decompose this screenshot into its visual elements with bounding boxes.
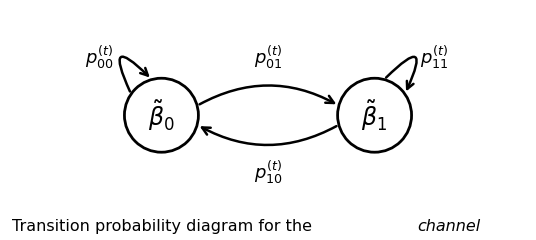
Text: channel: channel bbox=[417, 219, 480, 234]
FancyArrowPatch shape bbox=[199, 85, 334, 104]
Text: $p_{01}^{(t)}$: $p_{01}^{(t)}$ bbox=[254, 44, 282, 71]
Text: $p_{11}^{(t)}$: $p_{11}^{(t)}$ bbox=[420, 44, 449, 71]
FancyArrowPatch shape bbox=[202, 126, 337, 145]
FancyArrowPatch shape bbox=[386, 57, 416, 89]
Text: $\tilde{\beta}_0$: $\tilde{\beta}_0$ bbox=[148, 98, 175, 133]
FancyArrowPatch shape bbox=[120, 57, 148, 91]
Text: $p_{00}^{(t)}$: $p_{00}^{(t)}$ bbox=[85, 44, 114, 71]
Text: $\tilde{\beta}_1$: $\tilde{\beta}_1$ bbox=[361, 98, 388, 133]
Text: Transition probability diagram for the: Transition probability diagram for the bbox=[12, 219, 317, 234]
Text: $p_{10}^{(t)}$: $p_{10}^{(t)}$ bbox=[254, 159, 282, 186]
